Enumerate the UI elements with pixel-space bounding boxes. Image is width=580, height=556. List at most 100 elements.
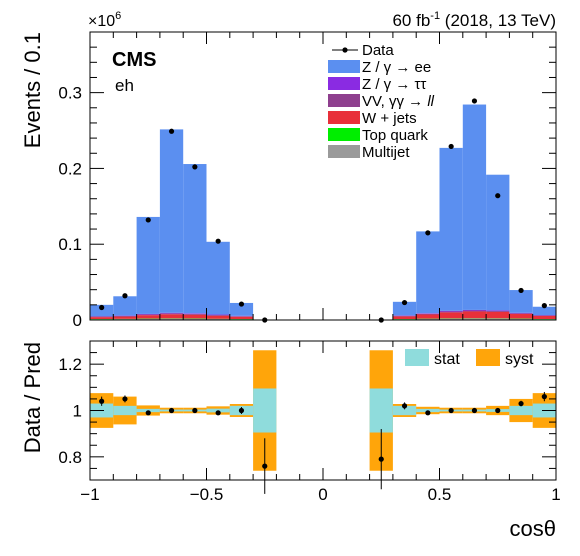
- bar-w-jets-17: [486, 311, 510, 319]
- ratio-legend-swatch-syst: [476, 349, 500, 366]
- bar-vv-ll-18: [509, 313, 533, 315]
- data-point-6: [238, 301, 245, 307]
- ratio-point-5: [215, 410, 221, 416]
- bar-vv-ll-5: [206, 315, 230, 316]
- stat-band-13: [392, 405, 417, 416]
- bar-w-jets-3: [159, 314, 184, 319]
- ratio-point-0: [99, 398, 105, 404]
- main-y-tick-label-3: 0.3: [58, 84, 82, 103]
- ratio-legend-label-syst: syst: [505, 351, 534, 368]
- legend-label-1: Z / γ → ττ: [362, 76, 426, 93]
- legend-swatch-1: [328, 77, 360, 90]
- legend-swatch-4: [328, 128, 360, 141]
- legend-swatch-2: [328, 94, 360, 107]
- bar-vv-ll-16: [462, 310, 487, 312]
- stacked-bars: [90, 104, 556, 320]
- lumi-label: 60 fb-1 (2018, 13 TeV): [392, 10, 556, 30]
- ratio-point-15: [541, 394, 547, 400]
- main-y-tick-label-0: 0: [73, 311, 82, 330]
- legend-label-5: Multijet: [362, 144, 410, 161]
- ratio-y-tick-label-1: 1: [73, 402, 82, 421]
- ratio-point-12: [471, 407, 478, 414]
- bar-vv-ll-19: [532, 315, 556, 316]
- bar-w-jets-4: [183, 314, 207, 319]
- ratio-point-2: [145, 410, 151, 416]
- stat-band-7: [253, 388, 277, 433]
- bar-z-ee-19: [532, 306, 556, 316]
- main-y-tick-label-2: 0.2: [58, 159, 82, 178]
- legend-label-4: Top quark: [362, 127, 428, 144]
- bar-z--16: [462, 309, 487, 311]
- uncertainty-bands: [90, 350, 556, 471]
- bar-z-ee-15: [439, 147, 463, 311]
- ratio-point-8: [378, 456, 384, 462]
- bar-vv-ll-15: [439, 311, 463, 313]
- ratio-point-9: [401, 403, 408, 409]
- ratio-points: [99, 391, 547, 494]
- bar-multijet-16: [462, 318, 487, 320]
- main-y-axis-label: Events / 0.1: [20, 32, 45, 148]
- ratio-y-axis: 0.8 1 1.2: [58, 352, 556, 469]
- bar-w-jets-15: [439, 312, 463, 319]
- legend-swatch-3: [328, 111, 360, 124]
- data-point-3: [168, 128, 175, 134]
- stat-band-1: [113, 405, 137, 416]
- y-multiplier: ×106: [88, 10, 121, 30]
- ratio-point-7: [262, 463, 268, 469]
- main-y-tick-label-1: 0.1: [58, 235, 82, 254]
- data-point-0: [99, 304, 105, 311]
- stat-band-12: [369, 388, 393, 433]
- ratio-x-axis: −1 −0.5 0 0.5 1: [80, 341, 561, 504]
- bar-w-jets-2: [136, 315, 160, 319]
- x-tick-label-3: 0.5: [428, 485, 452, 504]
- ratio-point-1: [122, 396, 128, 402]
- bar-w-jets-19: [532, 315, 556, 320]
- bar-vv-ll-2: [136, 314, 160, 316]
- data-point-1: [122, 293, 128, 299]
- bar-z-ee-5: [206, 241, 230, 315]
- bar-vv-ll-3: [159, 313, 184, 315]
- ratio-point-6: [238, 407, 245, 414]
- data-point-15: [541, 303, 547, 309]
- ratio-legend-label-stat: stat: [434, 351, 460, 368]
- legend-label-italic: ll: [427, 93, 434, 110]
- bar-multijet-15: [439, 318, 463, 320]
- data-point-13: [495, 193, 501, 199]
- ratio-legend: stat syst: [405, 349, 534, 368]
- ratio-y-axis-label: Data / Pred: [20, 342, 45, 453]
- legend-swatch-0: [328, 60, 360, 73]
- bar-z--17: [486, 310, 510, 311]
- bar-z-ee-18: [509, 290, 533, 313]
- bar-w-jets-1: [113, 316, 137, 319]
- ratio-point-11: [448, 407, 454, 414]
- bar-vv-ll-13: [392, 315, 417, 317]
- ratio-point-14: [518, 400, 524, 407]
- ratio-point-3: [168, 407, 175, 414]
- ratio-panel: 0.8 1 1.2 −1 −0.5 0 0.5 1 stat syst Data / Pred…: [20, 340, 561, 541]
- data-point-5: [215, 238, 221, 244]
- bar-z-ee-16: [462, 104, 487, 310]
- stat-band-18: [509, 405, 533, 416]
- legend-data-label: Data: [362, 42, 394, 59]
- bar-z--3: [159, 312, 184, 314]
- x-tick-label-0: −1: [80, 485, 99, 504]
- ratio-y-tick-label-2: 1.2: [58, 355, 82, 374]
- ratio-point-10: [425, 410, 431, 416]
- bar-z-ee-13: [392, 301, 417, 316]
- bar-z-ee-0: [90, 304, 114, 317]
- legend-swatch-5: [328, 145, 360, 158]
- bar-vv-ll-0: [90, 316, 114, 318]
- x-tick-label-2: 0: [318, 485, 327, 504]
- bar-w-jets-13: [392, 316, 417, 320]
- bar-multijet-18: [509, 318, 533, 320]
- bar-vv-ll-6: [229, 316, 254, 317]
- legend-data-marker: [342, 47, 348, 53]
- ratio-point-13: [495, 407, 501, 414]
- data-point-2: [145, 217, 151, 223]
- bar-vv-ll-1: [113, 315, 137, 317]
- bar-w-jets-16: [462, 311, 487, 319]
